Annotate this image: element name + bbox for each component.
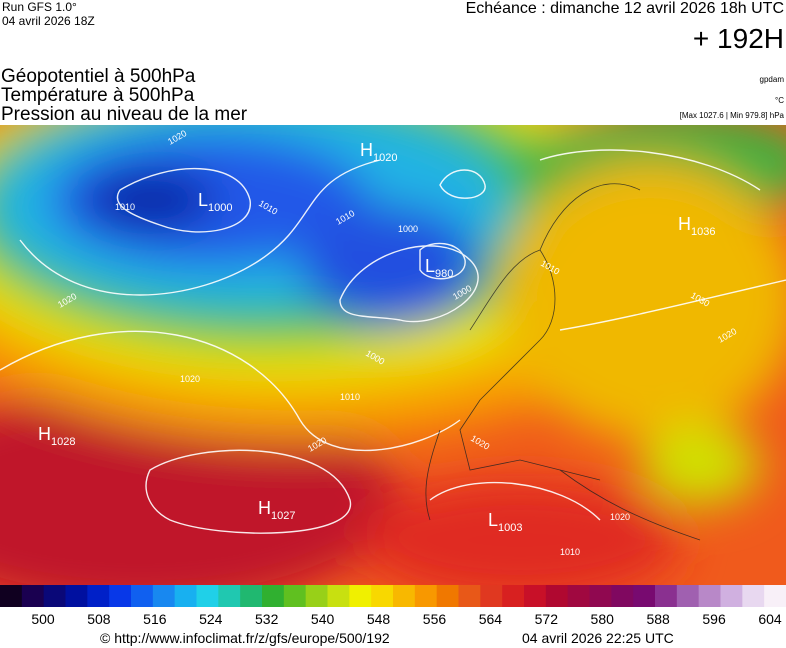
field-name: Géopotentiel à 500hPa — [1, 66, 196, 87]
center-pressure: 1028 — [51, 436, 75, 448]
colorbar-swatch — [633, 585, 656, 607]
colorbar-swatch — [567, 585, 590, 607]
colorbar-tick-label: 596 — [702, 611, 726, 627]
colorbar-tick-label: 556 — [423, 611, 447, 627]
pressure-center: H1036 — [678, 214, 715, 238]
center-kind: H — [678, 214, 691, 234]
unit-geopotential: gpdam — [760, 75, 785, 84]
center-pressure: 1027 — [271, 510, 295, 522]
colorbar-swatch — [393, 585, 416, 607]
pressure-center: H1027 — [258, 498, 295, 522]
colorbar-tick-label: 564 — [479, 611, 503, 627]
pressure-center: L1003 — [488, 510, 523, 534]
colorbar-swatch — [524, 585, 547, 607]
colorbar-tick-label: 572 — [535, 611, 559, 627]
center-kind: H — [38, 424, 51, 444]
colorbar-swatch — [414, 585, 438, 607]
colorbar-swatch — [698, 585, 721, 607]
center-pressure: 1000 — [208, 202, 232, 214]
colorbar-swatch — [349, 585, 372, 607]
center-pressure: 980 — [435, 268, 453, 280]
pressure-center: H1020 — [360, 140, 397, 164]
colorbar-swatch — [742, 585, 765, 607]
center-pressure: 1020 — [373, 152, 397, 164]
pressure-center: H1028 — [38, 424, 75, 448]
field-name: Température à 500hPa — [1, 85, 195, 106]
colorbar-swatch — [152, 585, 176, 607]
colorbar-swatch — [458, 585, 481, 607]
colorbar-swatch — [655, 585, 678, 607]
center-kind: L — [198, 190, 208, 210]
footer-url: © http://www.infoclimat.fr/z/gfs/europe/… — [100, 630, 390, 646]
colorbar-swatch — [109, 585, 132, 607]
center-pressure: 1003 — [498, 522, 522, 534]
run-label: Run GFS 1.0° — [2, 0, 77, 14]
colorbar-swatch — [174, 585, 197, 607]
colorbar-tick-label: 604 — [758, 611, 782, 627]
colorbar-swatch — [0, 585, 23, 607]
colorbar-swatch — [87, 585, 110, 607]
unit-pressure: [Max 1027.6 | Min 979.8] hPa — [680, 111, 785, 120]
colorbar-swatch — [196, 585, 219, 607]
colorbar-tick-label: 580 — [591, 611, 615, 627]
center-kind: H — [258, 498, 271, 518]
center-kind: H — [360, 140, 373, 160]
isobar-label: 1000 — [398, 224, 418, 234]
colorbar-tick-label: 516 — [143, 611, 167, 627]
colorbar-tick-label: 588 — [646, 611, 670, 627]
colorbar-tick-label: 540 — [311, 611, 335, 627]
colorbar-swatch — [65, 585, 88, 607]
colorbar-swatch — [305, 585, 328, 607]
colorbar-swatch — [283, 585, 307, 607]
colorbar-swatch — [240, 585, 263, 607]
colorbar-swatch — [43, 585, 66, 607]
isobar-label: 1010 — [340, 392, 360, 402]
colorbar-swatch — [480, 585, 503, 607]
isobar-label: 1010 — [560, 547, 580, 557]
isobar-label: 1010 — [115, 202, 135, 212]
pressure-center: L980 — [425, 256, 453, 280]
colorbar-swatch — [131, 585, 154, 607]
isobar-label: 1020 — [180, 374, 200, 384]
colorbar-swatch — [21, 585, 45, 607]
colorbar-swatch — [720, 585, 743, 607]
pressure-center: L1000 — [198, 190, 233, 214]
colorbar-swatch — [436, 585, 459, 607]
colorbar-swatch — [502, 585, 525, 607]
center-kind: L — [425, 256, 435, 276]
run-date: 04 avril 2026 18Z — [2, 14, 95, 28]
colorbar-swatch — [371, 585, 394, 607]
echeance: Echéance : dimanche 12 avril 2026 18h UT… — [466, 0, 784, 17]
colorbar-swatch — [611, 585, 634, 607]
field-name: Pression au niveau de la mer — [1, 104, 248, 125]
colorbar-tick-label: 524 — [199, 611, 223, 627]
colorbar-tick-label: 532 — [255, 611, 279, 627]
center-pressure: 1036 — [691, 226, 715, 238]
colorbar-swatch — [764, 585, 786, 607]
center-kind: L — [488, 510, 498, 530]
colorbar-tick-label: 548 — [367, 611, 391, 627]
unit-temperature: °C — [775, 96, 784, 105]
colorbar-tick-label: 508 — [87, 611, 111, 627]
colorbar-tick-label: 500 — [31, 611, 55, 627]
colorbar-swatch — [327, 585, 350, 607]
lead-time: + 192H — [693, 23, 784, 54]
colorbar-swatch — [262, 585, 285, 607]
colorbar-swatch — [589, 585, 612, 607]
colorbar-swatch — [545, 585, 569, 607]
colorbar-swatch — [218, 585, 241, 607]
isobar-label: 1020 — [610, 512, 630, 522]
footer-timestamp: 04 avril 2026 22:25 UTC — [522, 630, 674, 646]
colorbar-swatch — [676, 585, 700, 607]
temperature-field — [0, 125, 786, 585]
